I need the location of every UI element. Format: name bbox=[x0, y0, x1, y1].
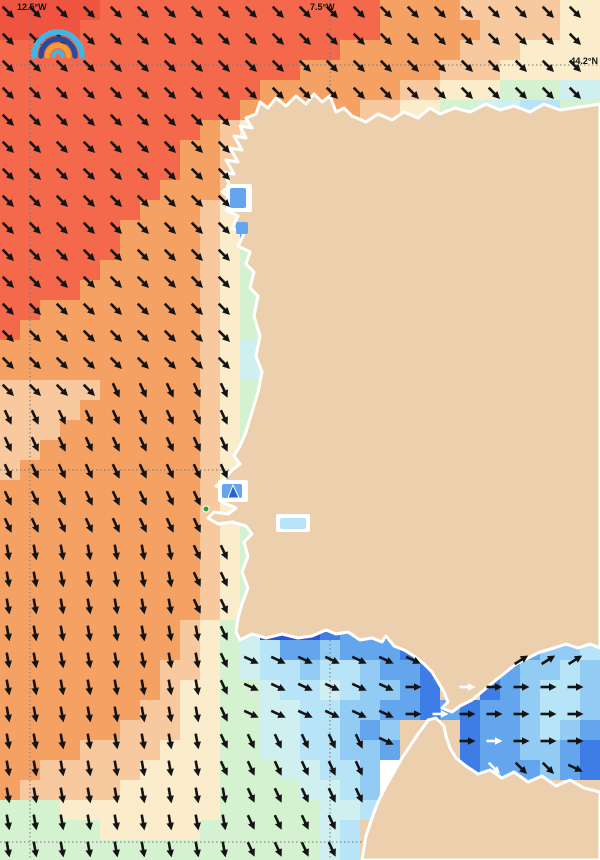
landmass bbox=[206, 92, 600, 860]
spot-marker[interactable] bbox=[202, 505, 210, 513]
spot-marker[interactable] bbox=[227, 483, 240, 499]
swell-direction-arrows bbox=[1, 5, 584, 858]
longitude-label-left: 12.5°W bbox=[17, 2, 47, 12]
latitude-label-top: 44.2°N bbox=[570, 56, 598, 66]
rainbow-logo bbox=[31, 29, 85, 59]
longitude-label-mid: 7.5°W bbox=[310, 2, 335, 12]
estuary-water bbox=[218, 184, 310, 532]
